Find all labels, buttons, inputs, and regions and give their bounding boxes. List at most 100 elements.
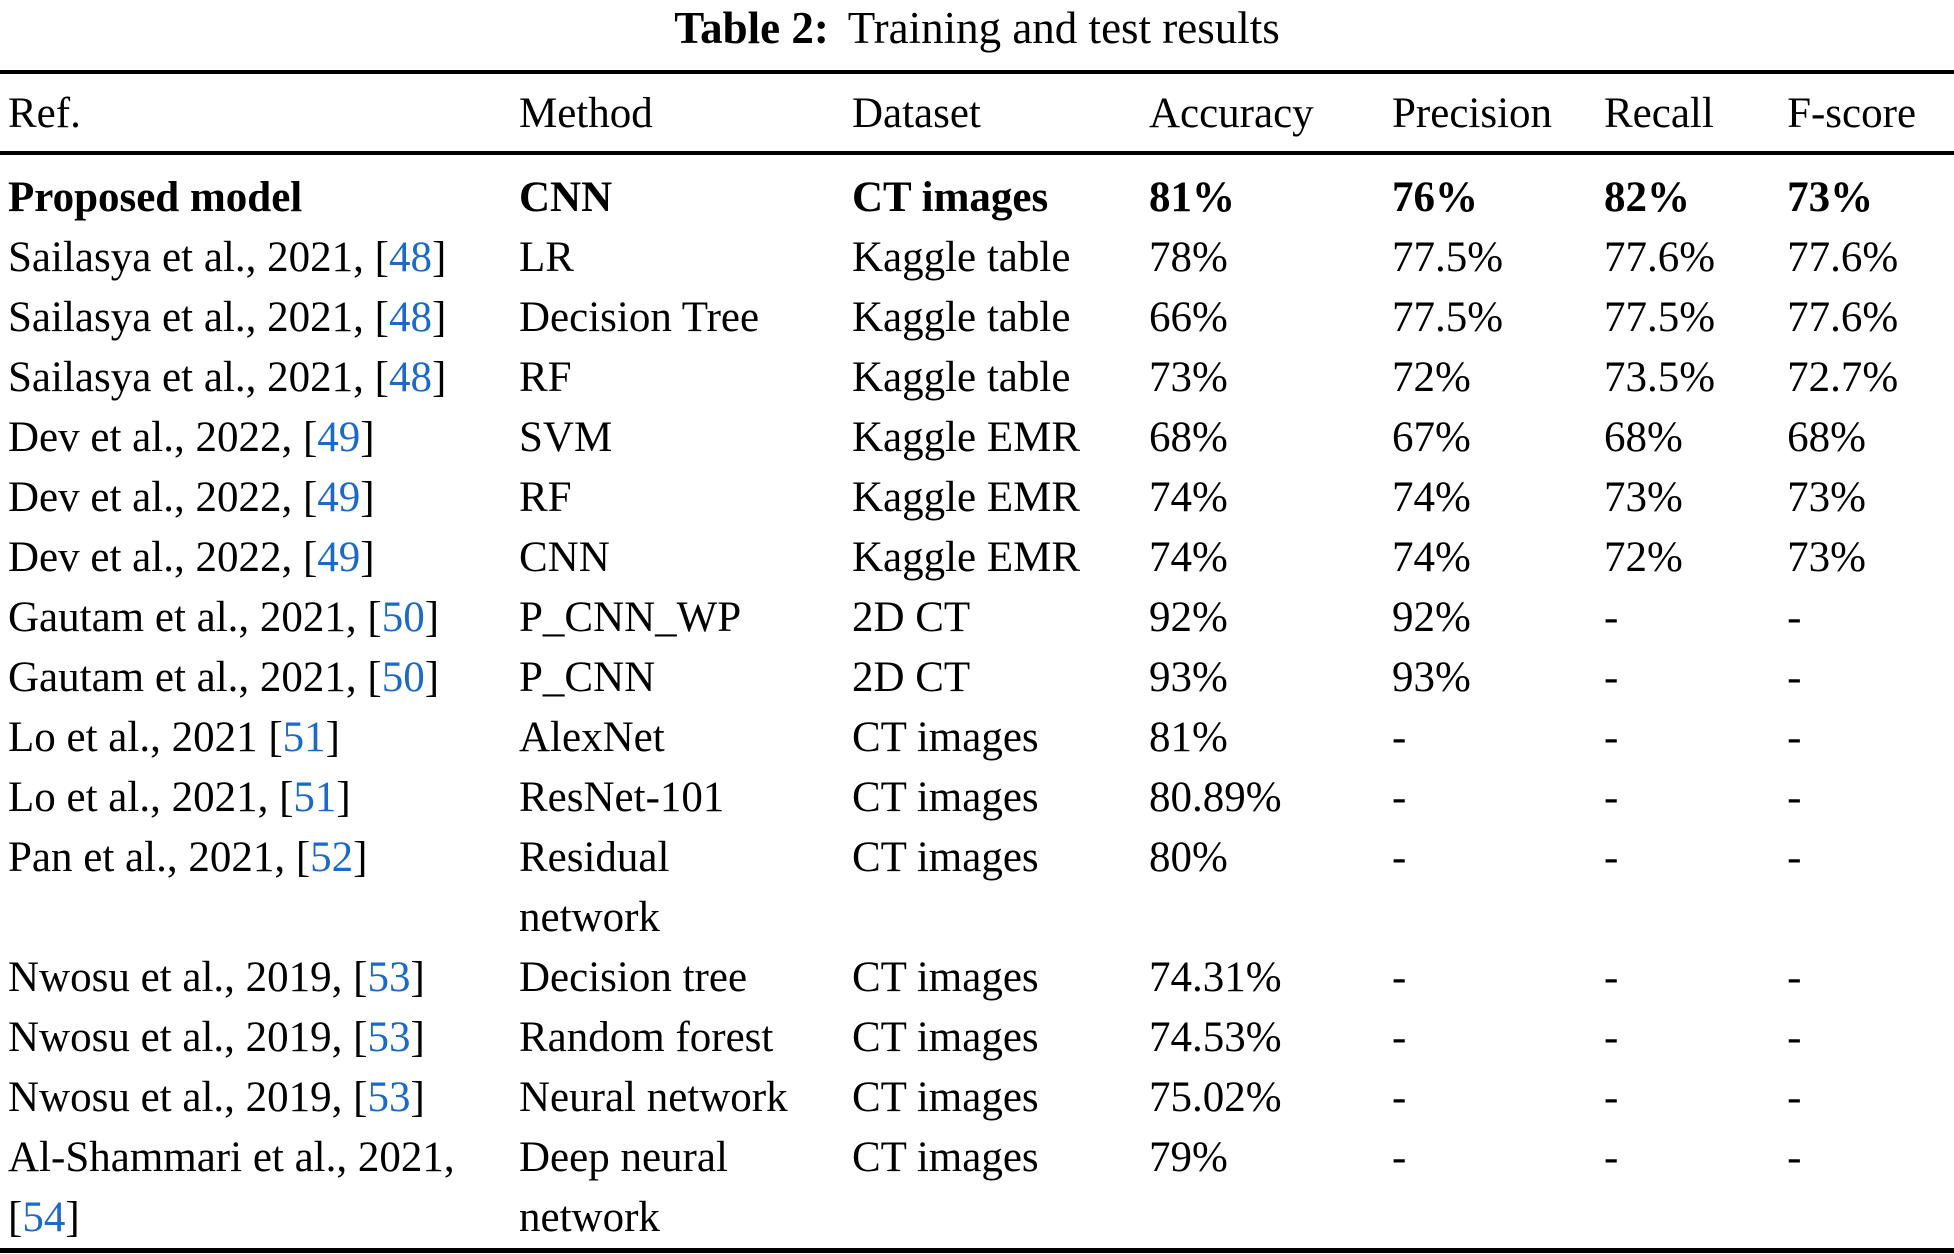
accuracy-cell: 81% xyxy=(1148,174,1235,221)
dataset-cell: CT images xyxy=(851,174,1049,221)
ref-cell: Gautam et al., 2021, [50] xyxy=(0,588,519,648)
table-body: Proposed model CNN CT images 81% 76% 82%… xyxy=(0,153,1954,1251)
fscore-cell: - xyxy=(1787,654,1802,701)
dataset-cell: CT images xyxy=(851,954,1039,1001)
citation-link[interactable]: 49 xyxy=(317,534,361,581)
citation-link[interactable]: 49 xyxy=(317,474,361,521)
table-header: Ref. Method Dataset Accuracy Precision R… xyxy=(0,72,1954,155)
citation-link[interactable]: 52 xyxy=(310,834,354,881)
ref-cell: Lo et al., 2021 [51] xyxy=(0,708,519,768)
dataset-cell: 2D CT xyxy=(851,594,971,641)
ref-text: Nwosu et al., 2019, [ xyxy=(8,1014,368,1061)
fscore-cell: 73% xyxy=(1787,174,1874,221)
dataset-cell: CT images xyxy=(851,1134,1039,1181)
table-row: Gautam et al., 2021, [50] P_CNN 2D CT 93… xyxy=(0,648,1954,708)
accuracy-cell: 78% xyxy=(1148,234,1228,281)
dataset-cell: Kaggle EMR xyxy=(851,414,1081,461)
method-cell: LR xyxy=(518,234,574,281)
fscore-cell: - xyxy=(1787,774,1802,821)
table-row: Pan et al., 2021, [52] Residual network … xyxy=(0,828,1954,948)
recall-cell: - xyxy=(1604,654,1619,701)
ref-closing-bracket: ] xyxy=(424,654,440,701)
citation-link[interactable]: 50 xyxy=(381,654,425,701)
citation-link[interactable]: 53 xyxy=(367,1014,411,1061)
ref-cell: Nwosu et al., 2019, [53] xyxy=(0,1008,519,1068)
dataset-cell: CT images xyxy=(851,714,1039,761)
table-row: Lo et al., 2021, [51] ResNet-101 CT imag… xyxy=(0,768,1954,828)
citation-link[interactable]: 50 xyxy=(381,594,425,641)
dataset-cell: Kaggle table xyxy=(851,354,1071,401)
precision-cell: - xyxy=(1392,774,1407,821)
ref-closing-bracket: ] xyxy=(410,1014,425,1061)
ref-cell: Nwosu et al., 2019, [53] xyxy=(0,1068,519,1128)
citation-link[interactable]: 53 xyxy=(367,1074,411,1121)
accuracy-cell: 75.02% xyxy=(1148,1074,1282,1121)
citation-link[interactable]: 53 xyxy=(367,954,411,1001)
citation-link[interactable]: 54 xyxy=(22,1194,66,1241)
precision-cell: 77.5% xyxy=(1392,234,1504,281)
fscore-cell: 73% xyxy=(1787,474,1866,521)
recall-cell: 77.5% xyxy=(1604,294,1716,341)
ref-cell: Dev et al., 2022, [49] xyxy=(0,528,519,588)
fscore-cell: 68% xyxy=(1787,414,1866,461)
citation-link[interactable]: 51 xyxy=(293,774,337,821)
accuracy-cell: 73% xyxy=(1148,354,1228,401)
fscore-cell: 77.6% xyxy=(1787,294,1899,341)
ref-closing-bracket: ] xyxy=(360,534,375,581)
ref-cell: Sailasya et al., 2021, [48] xyxy=(0,288,519,348)
header-method: Method xyxy=(518,72,852,155)
citation-link[interactable]: 48 xyxy=(388,354,432,401)
citation-link[interactable]: 51 xyxy=(282,714,326,761)
table-row: Al-Shammari et al., 2021, [54] Deep neur… xyxy=(0,1128,1954,1251)
citation-link[interactable]: 48 xyxy=(388,234,432,281)
method-cell: Neural network xyxy=(518,1074,788,1121)
dataset-cell: 2D CT xyxy=(851,654,971,701)
method-cell: Decision Tree xyxy=(518,294,760,341)
accuracy-cell: 80.89% xyxy=(1148,774,1282,821)
ref-cell: Lo et al., 2021, [51] xyxy=(0,768,519,828)
method-cell: Residual network xyxy=(518,834,670,941)
ref-text: Gautam et al., 2021, [ xyxy=(8,594,382,641)
precision-cell: 93% xyxy=(1392,654,1471,701)
table-caption-label: Table 2: xyxy=(674,3,829,53)
table-row: Dev et al., 2022, [49] RF Kaggle EMR 74%… xyxy=(0,468,1954,528)
method-cell: RF xyxy=(518,474,572,521)
table-row: Sailasya et al., 2021, [48] Decision Tre… xyxy=(0,288,1954,348)
dataset-cell: Kaggle EMR xyxy=(851,474,1081,521)
ref-text: Al-Shammari et al., 2021, [ xyxy=(8,1134,455,1241)
fscore-cell: - xyxy=(1787,1014,1802,1061)
accuracy-cell: 74.31% xyxy=(1148,954,1282,1001)
recall-cell: - xyxy=(1604,594,1619,641)
ref-cell: Dev et al., 2022, [49] xyxy=(0,468,519,528)
recall-cell: - xyxy=(1604,834,1619,881)
citation-link[interactable]: 49 xyxy=(317,414,361,461)
dataset-cell: Kaggle table xyxy=(851,294,1071,341)
precision-cell: 74% xyxy=(1392,534,1471,581)
method-cell: P_CNN_WP xyxy=(518,594,742,641)
header-row: Ref. Method Dataset Accuracy Precision R… xyxy=(0,72,1954,155)
accuracy-cell: 66% xyxy=(1148,294,1228,341)
dataset-cell: CT images xyxy=(851,834,1039,881)
ref-text: Dev et al., 2022, [ xyxy=(8,534,318,581)
header-precision: Precision xyxy=(1392,72,1604,155)
accuracy-cell: 74.53% xyxy=(1148,1014,1282,1061)
fscore-cell: 72.7% xyxy=(1787,354,1899,401)
method-cell: Deep neural network xyxy=(518,1134,728,1241)
fscore-cell: - xyxy=(1787,714,1802,761)
table-row: Dev et al., 2022, [49] CNN Kaggle EMR 74… xyxy=(0,528,1954,588)
ref-text: Proposed model xyxy=(8,174,303,221)
method-cell: Decision tree xyxy=(518,954,748,1001)
ref-cell: Dev et al., 2022, [49] xyxy=(0,408,519,468)
table-row: Gautam et al., 2021, [50] P_CNN_WP 2D CT… xyxy=(0,588,1954,648)
table-row: Nwosu et al., 2019, [53] Neural network … xyxy=(0,1068,1954,1128)
accuracy-cell: 74% xyxy=(1148,474,1228,521)
precision-cell: - xyxy=(1392,714,1407,761)
recall-cell: - xyxy=(1604,774,1619,821)
precision-cell: 92% xyxy=(1392,594,1471,641)
citation-link[interactable]: 48 xyxy=(388,294,432,341)
accuracy-cell: 92% xyxy=(1148,594,1228,641)
fscore-cell: - xyxy=(1787,1074,1802,1121)
ref-text: Nwosu et al., 2019, [ xyxy=(8,954,368,1001)
table-row: Proposed model CNN CT images 81% 76% 82%… xyxy=(0,153,1954,228)
